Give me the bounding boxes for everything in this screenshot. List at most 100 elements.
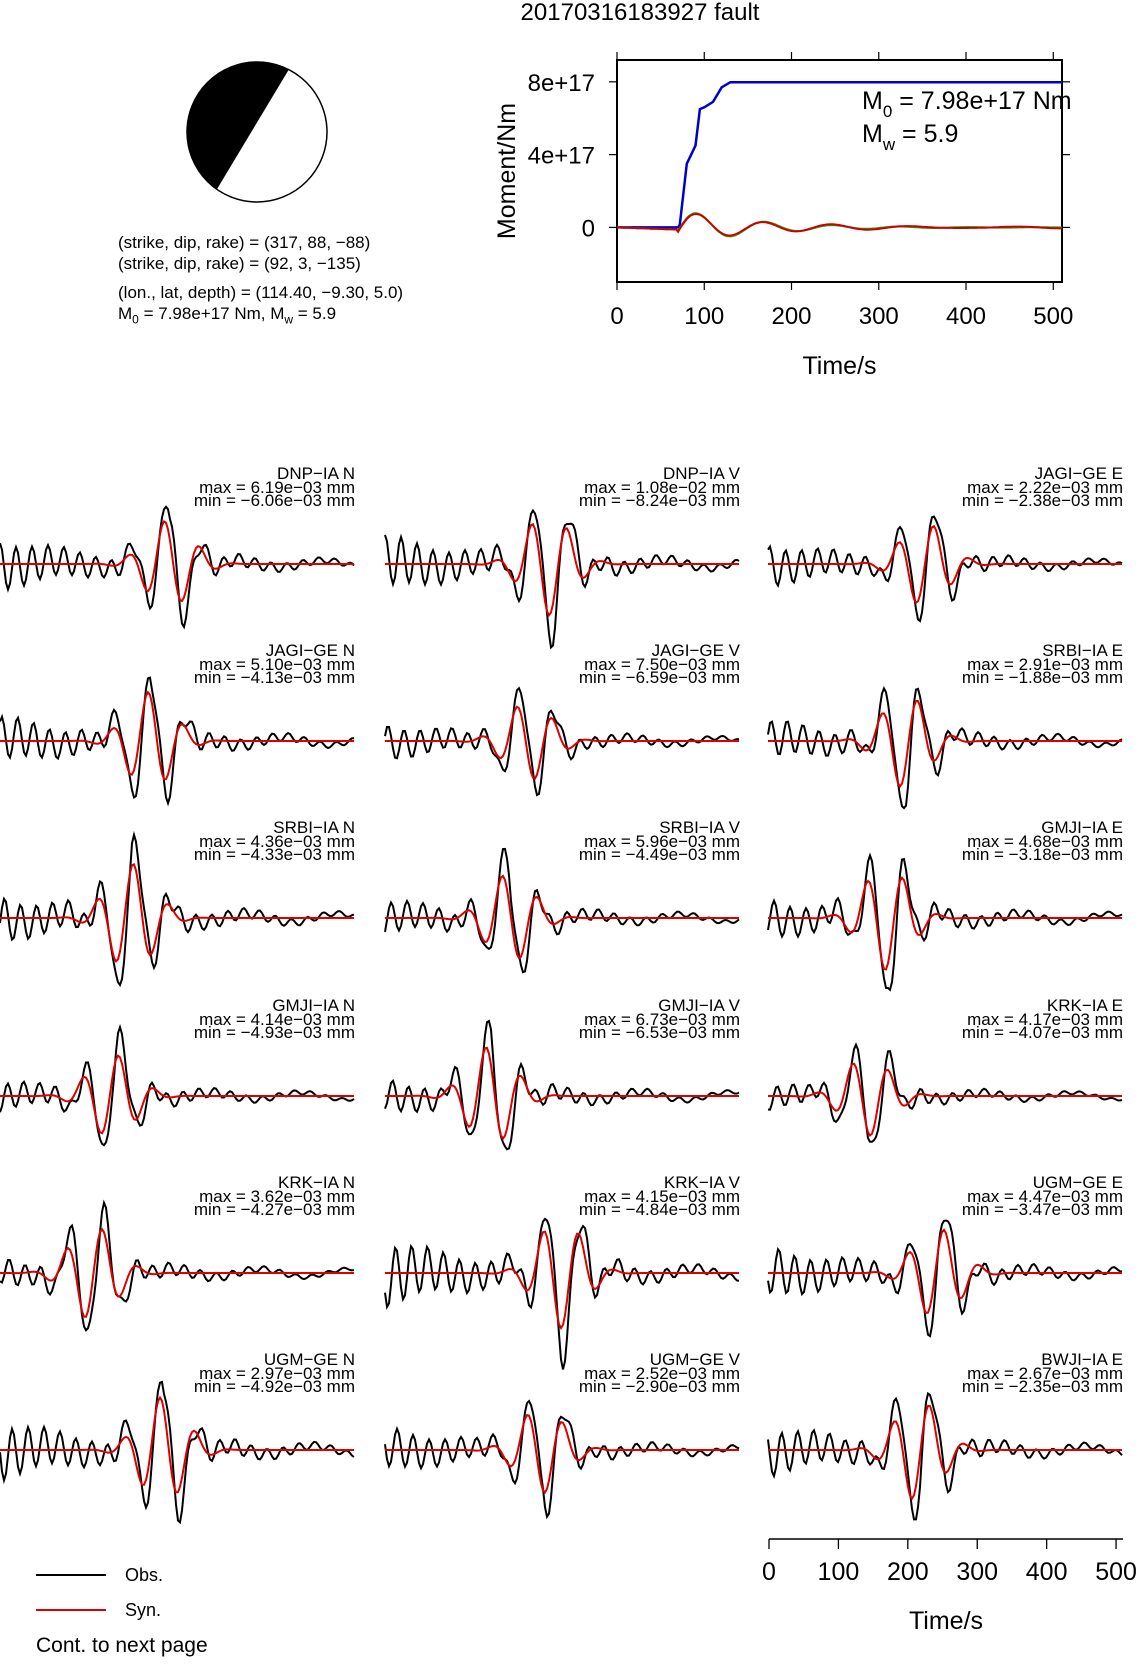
- station-label: BWJI−IA E: [1041, 1350, 1123, 1369]
- max-amplitude: max = 6.73e−03 mm: [584, 1010, 740, 1029]
- max-amplitude: max = 4.68e−03 mm: [967, 832, 1123, 851]
- observed-trace: [384, 1217, 740, 1370]
- x-tick-label: 200: [771, 303, 811, 330]
- synthetic-trace: [768, 1062, 1122, 1138]
- station-label: UGM−GE E: [1033, 1173, 1123, 1192]
- legend: Obs. Syn.: [36, 1565, 163, 1620]
- time-tick-label: 300: [956, 1558, 998, 1586]
- min-amplitude: min = −2.90e−03 mm: [579, 1377, 740, 1396]
- synthetic-trace: [0, 690, 354, 781]
- magnitude-annotation: Mw = 5.9: [862, 120, 958, 154]
- x-tick-label: 400: [946, 303, 986, 330]
- synthetic-trace: [0, 1227, 354, 1318]
- time-tick-label: 400: [1026, 1558, 1068, 1586]
- station-label: KRK−IA N: [278, 1173, 355, 1192]
- y-tick-label: 4e+17: [528, 143, 595, 170]
- max-amplitude: max = 2.22e−03 mm: [967, 478, 1123, 497]
- waveform-time-axis: 0 100 200 300 400 500 Time/s: [762, 1538, 1137, 1635]
- max-amplitude: max = 4.15e−03 mm: [584, 1187, 740, 1206]
- min-amplitude: min = −2.35e−03 mm: [962, 1377, 1123, 1396]
- max-amplitude: max = 3.62e−03 mm: [199, 1187, 355, 1206]
- station-label: KRK−IA E: [1047, 996, 1123, 1015]
- synthetic-trace: [0, 1395, 354, 1494]
- observed-trace: [767, 515, 1123, 623]
- station-label: GMJI−IA V: [658, 996, 740, 1015]
- moment-annotation: M0 = 7.98e+17 Nm: [862, 87, 1072, 121]
- station-label: KRK−IA V: [664, 1173, 741, 1192]
- max-amplitude: max = 5.10e−03 mm: [199, 655, 355, 674]
- legend-syn-label: Syn.: [125, 1600, 161, 1620]
- synthetic-trace: [768, 1404, 1122, 1501]
- station-label: DNP−IA N: [277, 464, 355, 483]
- station-label: SRBI−IA N: [273, 818, 355, 837]
- min-amplitude: min = −4.84e−03 mm: [579, 1200, 740, 1219]
- x-tick-label: 300: [859, 303, 899, 330]
- observed-trace: [384, 686, 740, 797]
- time-tick-label: 100: [818, 1558, 860, 1586]
- max-amplitude: max = 4.36e−03 mm: [199, 832, 355, 851]
- observed-trace: [384, 847, 740, 974]
- station-label: JAGI−GE V: [652, 641, 741, 660]
- x-tick-label: 0: [610, 303, 623, 330]
- station-label: JAGI−GE N: [266, 641, 355, 660]
- observed-trace: [0, 1380, 355, 1525]
- time-tick-label: 200: [887, 1558, 929, 1586]
- y-axis-label: Moment/Nm: [493, 103, 521, 239]
- cumulative-moment-line: [617, 80, 1062, 229]
- min-amplitude: min = −6.53e−03 mm: [579, 1023, 740, 1042]
- synthetic-trace: [0, 863, 354, 963]
- min-amplitude: min = −4.49e−03 mm: [579, 845, 740, 864]
- mechanism-info: (strike, dip, rake) = (317, 88, −88) (st…: [118, 232, 403, 330]
- min-amplitude: min = −6.59e−03 mm: [579, 668, 740, 687]
- max-amplitude: max = 4.14e−03 mm: [199, 1010, 355, 1029]
- synthetic-trace: [0, 1054, 354, 1135]
- rate-syn-line: [616, 212, 1062, 237]
- min-amplitude: min = −6.06e−03 mm: [194, 491, 355, 510]
- synthetic-trace: [385, 523, 739, 618]
- legend-obs-label: Obs.: [125, 1565, 163, 1585]
- synthetic-trace: [768, 876, 1122, 971]
- min-amplitude: min = −4.13e−03 mm: [194, 668, 355, 687]
- station-label: UGM−GE V: [650, 1350, 741, 1369]
- max-amplitude: max = 5.96e−03 mm: [584, 832, 740, 851]
- max-amplitude: max = 7.50e−03 mm: [584, 655, 740, 674]
- synthetic-trace: [0, 519, 354, 603]
- station-label: SRBI−IA V: [659, 818, 740, 837]
- synthetic-trace: [768, 524, 1122, 605]
- time-tick-label: 0: [762, 1558, 776, 1586]
- station-label: GMJI−IA N: [272, 996, 355, 1015]
- observed-trace: [0, 505, 355, 630]
- observed-trace: [767, 686, 1123, 810]
- observed-trace: [0, 1023, 355, 1147]
- max-amplitude: max = 4.47e−03 mm: [967, 1187, 1123, 1206]
- min-amplitude: min = −4.27e−03 mm: [194, 1200, 355, 1219]
- moment-plot: 0 100 200 300 400 500 0 4e+17 8e+17 Time/s Moment/…: [493, 52, 1073, 380]
- min-amplitude: min = −3.18e−03 mm: [962, 845, 1123, 864]
- min-amplitude: min = −3.47e−03 mm: [962, 1200, 1123, 1219]
- time-axis-label: Time/s: [909, 1607, 983, 1635]
- synthetic-trace: [768, 1228, 1122, 1315]
- observed-trace: [767, 1042, 1123, 1143]
- min-amplitude: min = −1.88e−03 mm: [962, 668, 1123, 687]
- max-amplitude: max = 2.97e−03 mm: [199, 1364, 355, 1383]
- min-amplitude: min = −4.92e−03 mm: [194, 1377, 355, 1396]
- max-amplitude: max = 2.52e−03 mm: [584, 1364, 740, 1383]
- x-tick-label: 100: [684, 303, 724, 330]
- min-amplitude: min = −4.33e−03 mm: [194, 845, 355, 864]
- min-amplitude: min = −4.93e−03 mm: [194, 1023, 355, 1042]
- station-label: UGM−GE N: [264, 1350, 355, 1369]
